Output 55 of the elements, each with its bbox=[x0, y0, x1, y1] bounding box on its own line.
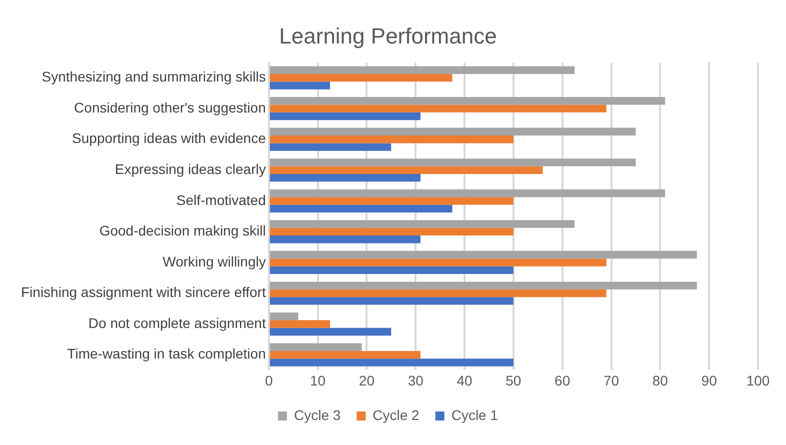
bar bbox=[270, 197, 514, 205]
bar bbox=[270, 312, 298, 320]
bar bbox=[270, 282, 697, 290]
x-tick-label: 0 bbox=[264, 372, 273, 388]
x-tick-label: 10 bbox=[310, 372, 326, 388]
bar bbox=[270, 236, 420, 244]
x-tick-label: 90 bbox=[701, 372, 718, 388]
legend-label: Cycle 1 bbox=[451, 406, 498, 423]
bar bbox=[270, 82, 330, 90]
bar bbox=[270, 143, 392, 151]
bar bbox=[270, 189, 666, 198]
x-tick-label: 40 bbox=[456, 372, 473, 388]
bar bbox=[270, 66, 575, 74]
y-tick-label: Working willingly bbox=[162, 253, 266, 270]
bar bbox=[270, 266, 514, 274]
y-tick-label: Finishing assignment with sincere effort bbox=[20, 284, 266, 300]
y-tick-label: Supporting ideas with evidence bbox=[72, 130, 266, 146]
x-tick-label: 60 bbox=[554, 372, 570, 388]
x-tick-label: 80 bbox=[652, 372, 668, 388]
y-tick-label: Good-decision making skill bbox=[99, 222, 266, 239]
y-tick-label: Time-wasting in task completion bbox=[67, 346, 266, 362]
y-tick-label: Considering other's suggestion bbox=[74, 99, 266, 116]
bar bbox=[270, 289, 606, 298]
legend-label: Cycle 3 bbox=[294, 406, 341, 423]
x-tick-label: 70 bbox=[603, 372, 620, 388]
bar bbox=[270, 258, 606, 266]
y-tick-label: Do not complete assignment bbox=[88, 314, 266, 331]
x-tick-label: 30 bbox=[408, 372, 424, 388]
bar bbox=[270, 228, 514, 236]
chart-title: Learning Performance bbox=[279, 23, 497, 48]
bar bbox=[270, 74, 452, 82]
x-tick-label: 50 bbox=[506, 372, 522, 388]
bar bbox=[270, 112, 420, 120]
bar bbox=[270, 158, 636, 166]
bar bbox=[270, 104, 606, 112]
bar bbox=[270, 220, 575, 228]
bar bbox=[270, 358, 514, 366]
bar bbox=[270, 350, 420, 359]
bar bbox=[270, 174, 420, 182]
legend-label: Cycle 2 bbox=[372, 406, 420, 423]
bar bbox=[270, 166, 543, 174]
bar bbox=[270, 136, 514, 144]
bar bbox=[270, 128, 636, 136]
bar bbox=[270, 250, 697, 259]
bar bbox=[270, 328, 392, 336]
bar bbox=[270, 204, 452, 212]
x-tick-label: 20 bbox=[358, 372, 375, 388]
y-tick-label: Self-motivated bbox=[176, 192, 266, 208]
bar bbox=[270, 343, 362, 351]
y-tick-label: Synthesizing and summarizing skills bbox=[42, 68, 266, 85]
y-tick-label: Expressing ideas clearly bbox=[114, 160, 266, 177]
x-tick-label: 100 bbox=[746, 372, 770, 388]
bar bbox=[270, 297, 514, 305]
bar bbox=[270, 320, 330, 328]
bar bbox=[270, 97, 666, 105]
